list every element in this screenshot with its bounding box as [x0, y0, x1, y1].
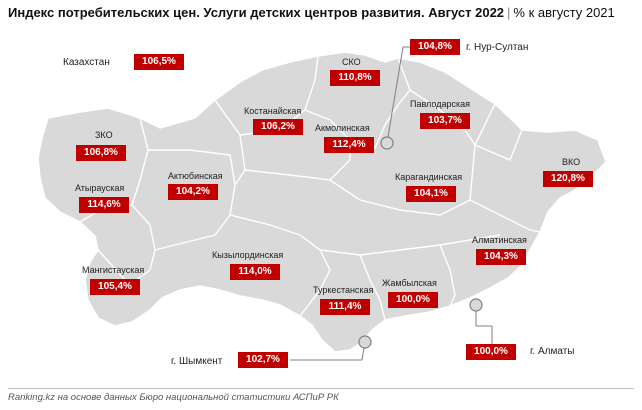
title-main: Индекс потребительских цен. Услуги детск… [8, 5, 505, 20]
label-nur-sultan: г. Нур-Султан [466, 42, 529, 53]
label-pavlodar: Павлодарская [410, 99, 470, 109]
label-zko: ЗКО [95, 130, 113, 140]
label-kyzylorda: Кызылординская [212, 250, 284, 260]
label-vko: ВКО [562, 157, 581, 167]
value-nur-sultan: 104,8% [410, 39, 460, 55]
title-separator: | [507, 5, 511, 20]
value-kyzylorda: 114,0% [230, 264, 280, 280]
label-almaty-region: Алматинская [472, 235, 527, 245]
nur-sultan-leader [386, 46, 404, 144]
label-sko: СКО [342, 57, 361, 67]
almaty-marker [469, 298, 483, 312]
label-akmola: Акмолинская [315, 123, 370, 133]
value-turkestan: 111,4% [320, 299, 370, 315]
nur-sultan-marker [380, 136, 394, 150]
label-zhambyl: Жамбылская [382, 278, 437, 288]
value-aktobe: 104,2% [168, 184, 218, 200]
value-pavlodar: 103,7% [420, 113, 470, 129]
value-shymkent: 102,7% [238, 352, 288, 368]
title-unit: % к августу 2021 [513, 5, 615, 20]
value-kazakhstan: 106,5% [134, 54, 184, 70]
label-atyrau: Атырауская [75, 183, 125, 193]
value-kostanay: 106,2% [253, 119, 303, 135]
label-mangystau: Мангистауская [82, 265, 145, 275]
shymkent-marker [358, 335, 372, 349]
value-vko: 120,8% [543, 171, 593, 187]
region-borders [79, 55, 541, 321]
label-shymkent: г. Шымкент [171, 356, 223, 367]
value-sko: 110,8% [330, 70, 380, 86]
value-zko: 106,8% [76, 145, 126, 161]
value-atyrau: 114,6% [79, 197, 129, 213]
footer-divider [8, 388, 634, 389]
value-karaganda: 104,1% [406, 186, 456, 202]
label-almaty-city: г. Алматы [530, 346, 575, 357]
label-karaganda: Карагандинская [395, 172, 463, 182]
label-turkestan: Туркестанская [313, 285, 374, 295]
value-almaty-city: 100,0% [466, 344, 516, 360]
label-aktobe: Актюбинская [168, 171, 223, 181]
value-akmola: 112,4% [324, 137, 374, 153]
label-kostanay: Костанайская [244, 106, 302, 116]
chart-title: Индекс потребительских цен. Услуги детск… [8, 5, 615, 20]
label-kazakhstan: Казахстан [63, 57, 110, 68]
value-zhambyl: 100,0% [388, 292, 438, 308]
source-footer: Ranking.kz на основе данных Бюро национа… [8, 392, 339, 403]
value-almaty-region: 104,3% [476, 249, 526, 265]
value-mangystau: 105,4% [90, 279, 140, 295]
